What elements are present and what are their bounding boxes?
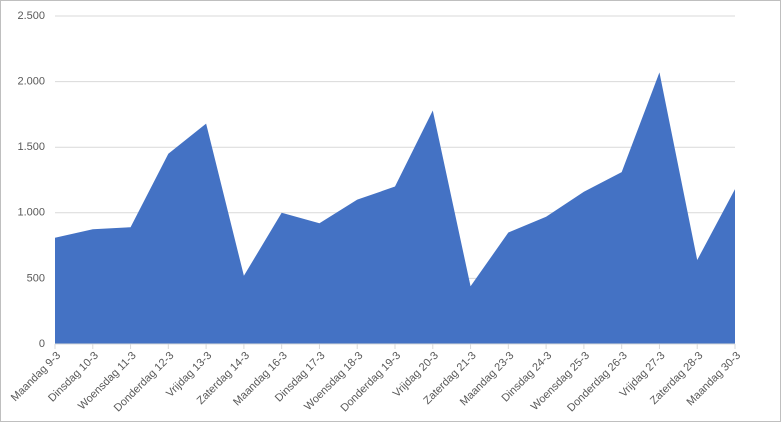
y-tick-label: 500 xyxy=(27,272,45,284)
y-tick-label: 2.500 xyxy=(17,10,45,22)
y-tick-label: 1.000 xyxy=(17,207,45,219)
area xyxy=(55,72,735,344)
y-tick-label: 1.500 xyxy=(17,141,45,153)
y-tick-label: 2.000 xyxy=(17,76,45,88)
y-tick-label: 0 xyxy=(39,338,45,350)
